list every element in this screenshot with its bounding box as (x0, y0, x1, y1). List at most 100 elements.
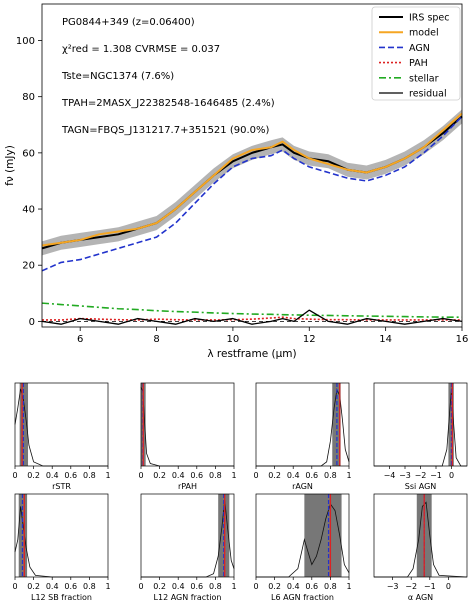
panel-x-tick-label: 0.2 (27, 582, 40, 591)
posterior-curve (14, 388, 108, 467)
x-tick-label: 6 (77, 334, 83, 345)
main-spectrum-chart: 6 8 10 12 14 16 0 20 40 60 80 100 λ restframe (μm) fν… (4, 3, 469, 360)
posterior-panel-2: 0 0.2 0.4 0.6 0.8 1 rPAH (138, 382, 237, 491)
credible-interval-band (304, 494, 342, 577)
panel-x-tick-label: 0 (138, 471, 143, 480)
panel-x-tick-label: 1 (231, 582, 236, 591)
panel-x-tick-label: 0.6 (305, 582, 318, 591)
panel-x-tick-label: 0 (446, 582, 451, 591)
annotation-stellar-template: Tste=NGC1374 (7.6%) (61, 71, 174, 82)
y-axis-label: fν (mJy) (4, 145, 16, 186)
panel-x-tick-label: 0.4 (287, 471, 300, 480)
panel-x-tick-label: −2 (405, 582, 417, 591)
panel-x-axis-label: rAGN (292, 482, 313, 491)
panel-frame (255, 493, 350, 578)
series-line-model (41, 112, 463, 247)
spec-uncertainty-band (42, 109, 462, 256)
posterior-curve (256, 503, 350, 578)
panel-x-axis-label: L6 AGN fraction (271, 593, 334, 602)
y-tick-label: 80 (22, 92, 35, 103)
panel-frame (14, 382, 109, 467)
legend-label-residual: residual (409, 89, 447, 100)
series-line-agn (41, 115, 463, 272)
legend-label-model: model (409, 28, 439, 39)
credible-interval-band (332, 383, 341, 466)
panel-x-tick-label: 0.2 (153, 582, 166, 591)
posterior-panel-6: 0 0.2 0.4 0.6 0.8 1 L12 AGN fraction (138, 493, 237, 602)
panel-x-tick-label: −1 (424, 582, 436, 591)
panel-frame (140, 382, 235, 467)
credible-interval-band (448, 383, 454, 466)
posterior-panel-7: 0 0.2 0.4 0.6 0.8 1 L6 AGN fraction (253, 493, 352, 602)
posterior-curve (256, 388, 350, 467)
panel-x-tick-label: 0 (253, 582, 258, 591)
panel-x-tick-label: 1 (105, 471, 110, 480)
series-line-pah (42, 316, 462, 321)
panel-x-tick-label: 0 (138, 582, 143, 591)
panel-x-tick-label: 0 (12, 582, 17, 591)
annotation-pah-template: TPAH=2MASX_J22382548-1646485 (2.4%) (61, 98, 275, 109)
annotation-chi2: χ²red = 1.308 CVRMSE = 0.037 (62, 44, 220, 55)
credible-interval-band (218, 494, 230, 577)
posterior-panel-8: −3 −2 −1 0 α AGN (373, 493, 468, 602)
panel-x-tick-label: 0 (253, 471, 258, 480)
panel-x-tick-label: 0.8 (324, 471, 337, 480)
posterior-panel-1: 0 0.2 0.4 0.6 0.8 1 rSTR (12, 382, 111, 491)
panel-x-tick-label: 0 (12, 471, 17, 480)
y-tick-label: 0 (29, 317, 35, 328)
main-plot-frame (41, 3, 463, 328)
panel-x-tick-label: −4 (384, 471, 396, 480)
panel-x-tick-label: 0.4 (172, 582, 185, 591)
panel-frame (140, 493, 235, 578)
panel-x-tick-label: 0.8 (324, 582, 337, 591)
panel-x-axis-label: rPAH (178, 482, 197, 491)
credible-interval-band (18, 494, 28, 577)
panel-x-tick-label: 0.4 (287, 582, 300, 591)
panel-x-tick-label: 0.2 (27, 471, 40, 480)
y-tick-label: 40 (22, 205, 35, 216)
x-tick-label: 16 (456, 334, 469, 345)
main-annotations: PG0844+349 (z=0.06400) χ²red = 1.308 CVR… (61, 17, 275, 136)
posterior-panel-5: 0 0.2 0.4 0.6 0.8 1 L12 SB fraction (12, 493, 111, 602)
y-tick-label: 60 (22, 148, 35, 159)
panel-x-axis-label: Ssi AGN (405, 482, 437, 491)
y-tick-label: 100 (16, 36, 35, 47)
legend: IRS spec model AGN PAH stellar residual (371, 6, 461, 101)
posterior-curve (374, 388, 467, 467)
panel-x-tick-label: 1 (346, 471, 351, 480)
posterior-panel-4: −4 −3 −2 −1 0 Ssi AGN (373, 382, 468, 491)
posterior-curve (140, 386, 234, 467)
panel-frame (373, 493, 468, 578)
posterior-curve (141, 499, 235, 578)
panel-frame (14, 493, 109, 578)
panel-x-tick-label: 0.6 (64, 471, 77, 480)
posterior-curve (14, 506, 108, 578)
legend-label-agn: AGN (409, 43, 430, 54)
panel-x-tick-label: −3 (387, 582, 399, 591)
posterior-panel-3: 0 0.2 0.4 0.6 0.8 1 rAGN (253, 382, 352, 491)
panel-x-tick-label: 0.8 (209, 582, 222, 591)
credible-interval-band (19, 383, 29, 466)
panel-x-tick-label: 0.6 (190, 582, 203, 591)
x-tick-label: 10 (227, 334, 240, 345)
panel-x-tick-label: −1 (430, 471, 442, 480)
panel-x-tick-label: 1 (346, 582, 351, 591)
panel-x-tick-label: 0.4 (46, 471, 59, 480)
panel-x-tick-label: 0.6 (305, 471, 318, 480)
panel-x-axis-label: rSTR (52, 482, 71, 491)
panel-x-tick-label: 0.8 (209, 471, 222, 480)
panel-x-tick-label: 0 (449, 471, 454, 480)
panel-frame (255, 382, 350, 467)
panel-x-tick-label: 0.2 (268, 582, 281, 591)
panel-x-tick-label: 0.4 (46, 582, 59, 591)
x-axis-label: λ restframe (μm) (207, 348, 296, 360)
legend-label-irs-spec: IRS spec (409, 13, 450, 24)
panel-x-tick-label: 0.8 (83, 471, 96, 480)
x-tick-label: 8 (153, 334, 159, 345)
panel-x-axis-label: L12 AGN fraction (154, 593, 222, 602)
posterior-panels: 0 0.2 0.4 0.6 0.8 1 rSTR 0 0.2 0.4 0.6 0.8 1 rPAH 0 0.2… (12, 382, 468, 602)
series-line-stellar (41, 302, 462, 318)
panel-x-tick-label: 1 (231, 471, 236, 480)
series-line-irs-spec (41, 115, 463, 250)
series-line-residual (41, 309, 463, 325)
